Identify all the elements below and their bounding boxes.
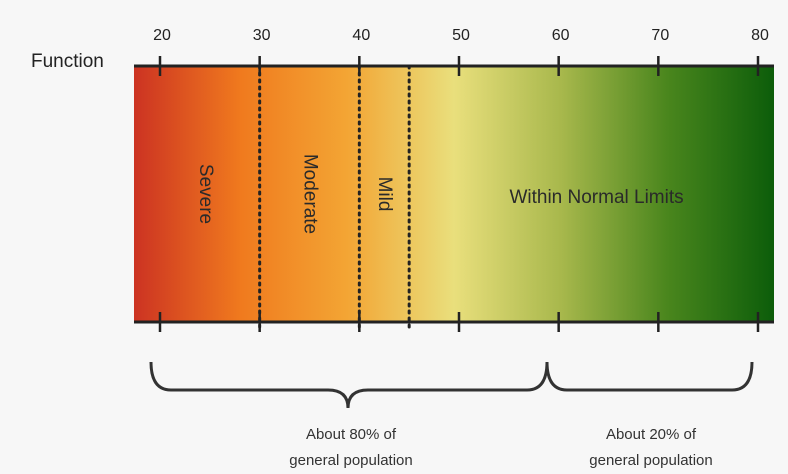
zone-label-within-normal-limits: Within Normal Limits — [509, 187, 683, 208]
population-brace-left — [149, 361, 549, 409]
zone-label-moderate: Moderate — [299, 154, 320, 234]
tick-label-20: 20 — [153, 27, 171, 44]
tick-label-40: 40 — [352, 27, 370, 44]
tick-label-80: 80 — [751, 27, 769, 44]
zone-label-mild: Mild — [374, 177, 395, 212]
population-right-line-2: general population — [589, 452, 712, 469]
tick-label-60: 60 — [552, 27, 570, 44]
zone-label-severe: Severe — [195, 164, 216, 224]
function-gradient-band — [134, 66, 774, 322]
tick-label-50: 50 — [452, 27, 470, 44]
row-label: Function — [31, 51, 104, 72]
population-right-line-1: About 20% of — [606, 426, 697, 443]
tick-label-30: 30 — [253, 27, 271, 44]
tick-label-70: 70 — [651, 27, 669, 44]
population-brace-right — [545, 361, 754, 392]
population-left-line-2: general population — [289, 452, 412, 469]
population-left-line-1: About 80% of — [306, 426, 397, 443]
